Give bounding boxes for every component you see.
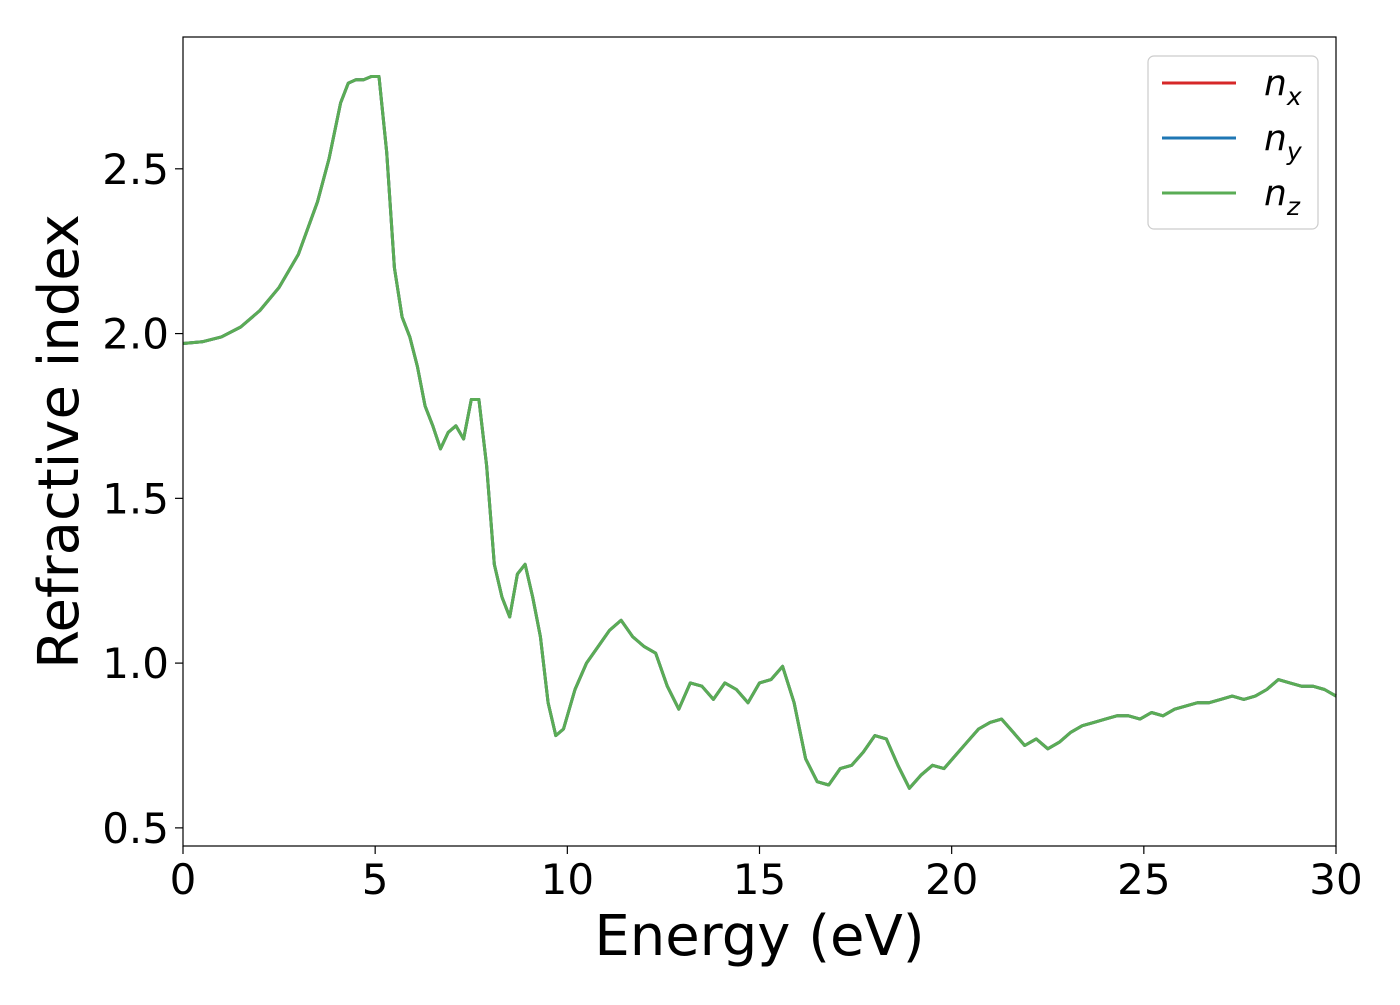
x-tick-label: 25	[1117, 855, 1170, 904]
plot-lines	[182, 75, 1337, 790]
x-tick-label: 10	[541, 855, 594, 904]
x-tick-label: 15	[733, 855, 786, 904]
x-axis-ticks: 0 5 10 15 20 25 30	[170, 846, 1363, 904]
x-tick-label: 5	[362, 855, 389, 904]
y-tick-label: 1.5	[102, 474, 169, 523]
y-tick-label: 0.5	[102, 804, 169, 853]
x-tick-label: 30	[1309, 855, 1362, 904]
y-tick-label: 2.0	[102, 310, 169, 359]
legend-label-z: nz	[1264, 173, 1301, 221]
series-line-z	[182, 75, 1337, 790]
y-tick-label: 2.5	[102, 145, 169, 194]
x-axis-title: Energy (eV)	[594, 904, 924, 969]
x-tick-label: 20	[925, 855, 978, 904]
y-axis-title: Refractive index	[27, 214, 92, 669]
legend-box	[1147, 55, 1319, 230]
legend-label-x: nx	[1264, 63, 1302, 111]
y-axis-ticks: 0.5 1.0 1.5 2.0 2.5	[102, 145, 183, 853]
y-tick-label: 1.0	[102, 639, 169, 688]
legend: nx ny nz	[1147, 55, 1319, 230]
x-tick-label: 0	[170, 855, 197, 904]
legend-label-y: ny	[1264, 118, 1303, 166]
